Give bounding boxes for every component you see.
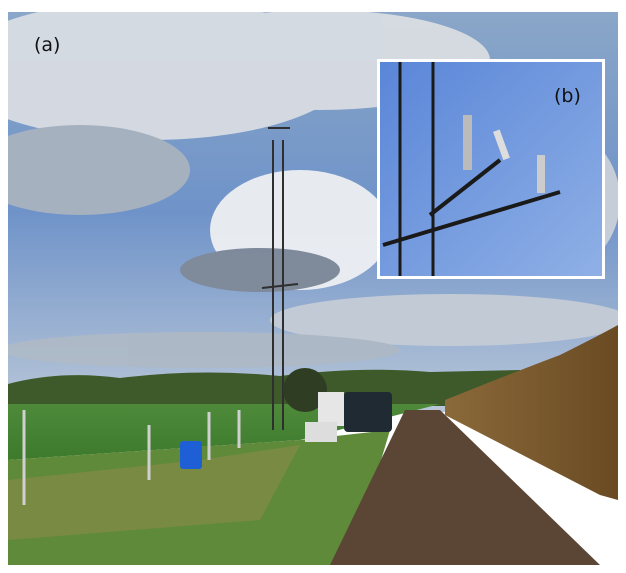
clouds	[8, 12, 618, 368]
cabin	[318, 392, 344, 426]
anemometer	[463, 115, 472, 170]
panel-label: (b)	[554, 85, 581, 107]
sensor	[537, 155, 545, 193]
treeline	[8, 369, 520, 406]
box	[305, 422, 337, 442]
barrel	[180, 441, 202, 469]
dry-grass	[8, 445, 300, 540]
van	[344, 392, 392, 432]
inset-b	[377, 59, 605, 279]
sensor-2	[493, 129, 510, 161]
dirt-path	[330, 410, 600, 565]
inset-tower	[382, 62, 561, 276]
shrub	[283, 368, 327, 412]
tower	[261, 127, 299, 430]
fence-posts	[22, 410, 241, 505]
panel-label: (a)	[34, 34, 60, 56]
corn-field	[445, 325, 618, 500]
